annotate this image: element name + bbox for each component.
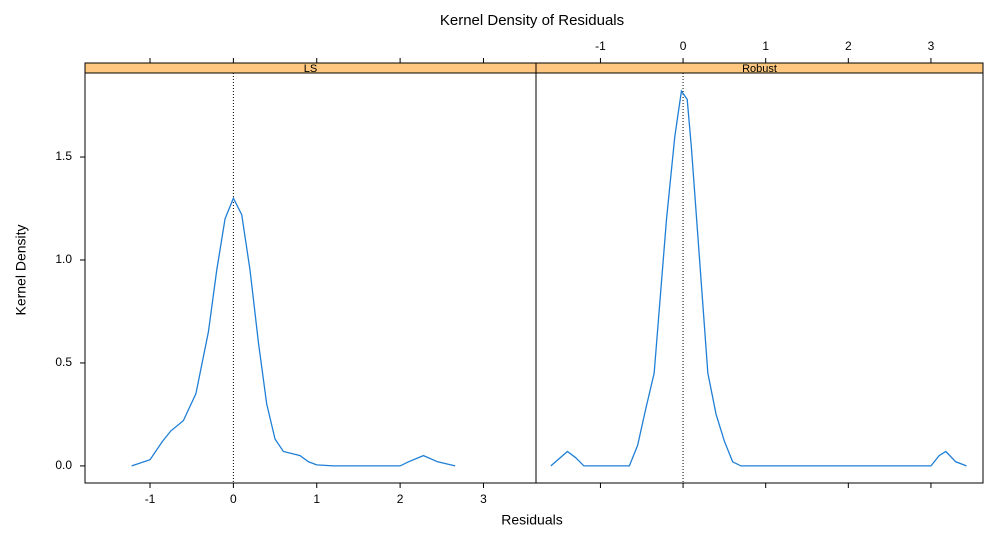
x-tick-label: 0 [230,492,237,506]
density-line [131,196,456,467]
x-tick-label: 3 [928,39,935,53]
x-tick-label: 1 [762,39,769,53]
x-tick-label: 0 [680,39,687,53]
x-axis-label: Residuals [501,512,562,528]
chart-title: Kernel Density of Residuals [440,12,624,29]
strip-label: Robust [742,63,777,75]
y-tick-label: 1.0 [55,252,72,266]
x-tick-label: 2 [845,39,852,53]
y-tick-label: 0.0 [55,458,72,472]
x-tick-label: -1 [595,39,606,53]
x-tick-label: 1 [313,492,320,506]
x-tick-label: -1 [145,492,156,506]
strip-label: LS [304,63,317,75]
x-tick-label: 3 [480,492,487,506]
density-line [550,89,967,467]
panel-frame [535,72,984,484]
y-tick-label: 0.5 [55,355,72,369]
panel-frame [84,72,537,484]
y-tick-label: 1.5 [55,149,72,163]
y-axis-label: Kernel Density [13,224,29,315]
x-tick-label: 2 [397,492,404,506]
